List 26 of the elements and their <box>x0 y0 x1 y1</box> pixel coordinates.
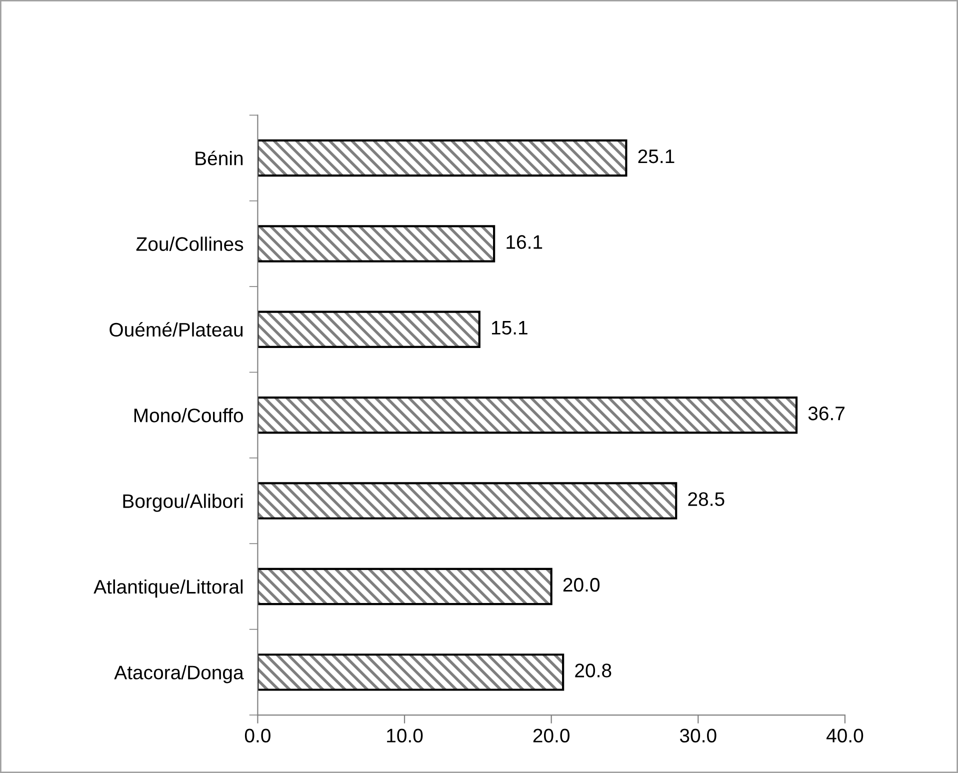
bar <box>258 225 496 262</box>
y-tick-label: Atacora/Donga <box>114 665 244 684</box>
data-label: 25.1 <box>638 149 674 164</box>
bar <box>258 396 798 434</box>
y-tick-label: Atlantique/Littoral <box>94 579 243 598</box>
x-tick-label: 20.0 <box>533 728 570 742</box>
bar <box>258 568 552 606</box>
bar <box>258 654 564 691</box>
bar <box>258 310 480 348</box>
data-label: 20.8 <box>575 664 612 678</box>
data-label: 36.7 <box>808 406 844 420</box>
y-tick-label: Ouémé/Plateau <box>110 322 243 337</box>
x-tick-label: 0.0 <box>244 728 270 742</box>
y-tick-label: Borgou/Alibori <box>123 494 243 512</box>
bar <box>258 482 678 520</box>
data-label: 15.1 <box>492 321 528 335</box>
x-tick-label: 40.0 <box>826 728 864 742</box>
x-tick-label: 10.0 <box>387 728 423 742</box>
y-tick-label: Zou/Collines <box>136 236 244 251</box>
data-label: 28.5 <box>688 492 724 506</box>
bar <box>258 139 628 177</box>
data-label: 20.0 <box>563 578 600 592</box>
data-label: 16.1 <box>506 235 542 249</box>
y-tick-label: Bénin <box>196 150 243 166</box>
x-tick-label: 30.0 <box>680 728 716 742</box>
y-tick-label: Mono/Couffo <box>134 408 244 422</box>
